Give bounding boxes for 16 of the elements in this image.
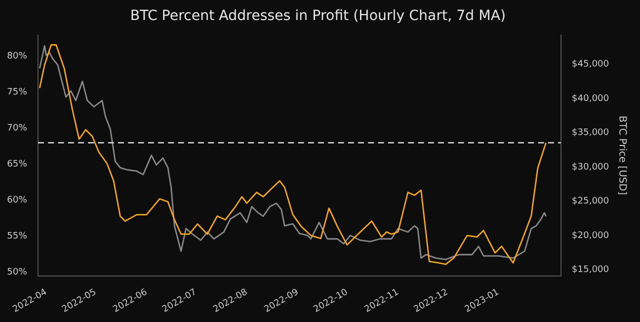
y2-tick-label: $40,000 [572,94,610,104]
y-tick-label: 60% [6,196,28,206]
y2-tick-label: $30,000 [572,162,610,172]
chart-title: BTC Percent Addresses in Profit (Hourly Chart, 7d MA) [130,8,506,24]
y2-tick-label: $35,000 [572,128,610,138]
y-tick-label: 65% [6,160,28,170]
y2-tick-label: $20,000 [572,230,610,241]
y-tick-label: 55% [6,232,28,242]
y-tick-label: 50% [6,268,28,278]
y-tick-label: 75% [6,88,28,98]
y2-tick-label: $45,000 [572,60,610,70]
y2-axis-title: BTC Price [USD] [616,116,628,196]
y2-tick-label: $15,000 [572,265,610,276]
y-tick-label: 80% [6,52,28,62]
y2-tick-label: $25,000 [572,196,610,207]
y-tick-label: 70% [6,124,28,134]
